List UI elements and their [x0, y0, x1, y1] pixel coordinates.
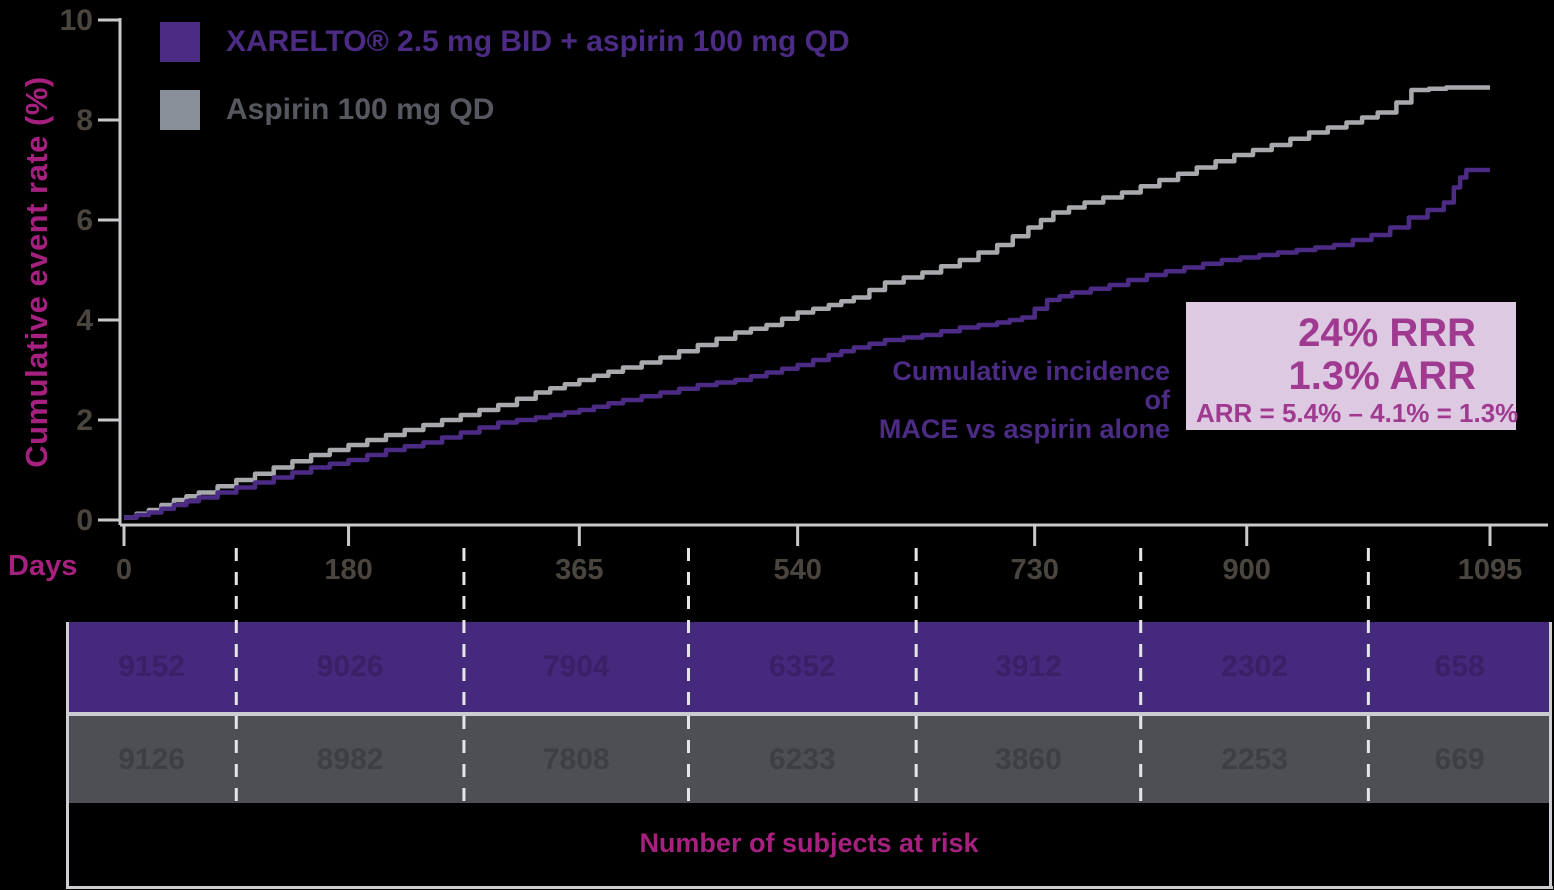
- svg-text:730: 730: [1010, 554, 1058, 586]
- stat-arr: 1.3% ARR: [1288, 354, 1476, 398]
- table-border-bottom: [66, 886, 1553, 889]
- xarelto-color-swatch: [160, 22, 200, 62]
- svg-text:8: 8: [76, 104, 93, 137]
- risk-row-divider: [67, 712, 1551, 716]
- annotation-mace: Cumulative incidence of MACE vs aspirin …: [860, 357, 1170, 444]
- risk-count: 9126: [118, 742, 185, 776]
- legend-label-xarelto: XARELTO® 2.5 mg BID + aspirin 100 mg QD: [226, 25, 850, 58]
- risk-row-xarelto: 9152 9026 7904 6352 3912 2302 658: [67, 622, 1551, 712]
- svg-text:2: 2: [76, 404, 93, 437]
- legend: XARELTO® 2.5 mg BID + aspirin 100 mg QD …: [160, 22, 850, 158]
- y-axis-title: Cumulative event rate (%): [19, 76, 54, 468]
- risk-count: 2253: [1221, 742, 1288, 776]
- svg-text:1095: 1095: [1458, 554, 1523, 586]
- stat-arr-formula: ARR = 5.4% – 4.1% = 1.3%: [1196, 398, 1519, 428]
- legend-label-aspirin: Aspirin 100 mg QD: [226, 93, 495, 126]
- svg-text:6: 6: [76, 204, 93, 237]
- svg-text:10: 10: [60, 4, 93, 37]
- table-border-right: [1549, 622, 1552, 889]
- svg-text:365: 365: [555, 554, 603, 586]
- svg-text:180: 180: [324, 554, 372, 586]
- legend-item-xarelto: XARELTO® 2.5 mg BID + aspirin 100 mg QD: [160, 22, 850, 62]
- stat-rrr: 24% RRR: [1298, 311, 1476, 355]
- risk-count: 9152: [118, 650, 185, 683]
- risk-count: 7808: [542, 742, 610, 776]
- risk-count: 9026: [316, 650, 384, 683]
- svg-text:900: 900: [1223, 554, 1271, 586]
- risk-count: 658: [1434, 650, 1485, 683]
- risk-table-caption: Number of subjects at risk: [639, 828, 979, 858]
- risk-count: 6352: [768, 650, 836, 683]
- svg-text:0: 0: [76, 504, 93, 537]
- x-axis-title: Days: [8, 550, 78, 582]
- stat-box: 24% RRR 1.3% ARR ARR = 5.4% – 4.1% = 1.3…: [1186, 302, 1519, 430]
- annotation-line-1: Cumulative incidence of: [892, 356, 1170, 415]
- risk-row-aspirin: 9126 8982 7808 6233 3860 2253 669: [67, 716, 1551, 803]
- risk-count: 669: [1434, 742, 1485, 776]
- annotation-line-2: MACE vs aspirin alone: [878, 414, 1170, 444]
- risk-count: 7904: [542, 650, 610, 683]
- risk-count: 8982: [316, 742, 384, 776]
- risk-count: 2302: [1221, 650, 1288, 683]
- risk-count: 6233: [768, 742, 836, 776]
- legend-item-aspirin: Aspirin 100 mg QD: [160, 90, 850, 130]
- table-border-left: [66, 622, 69, 889]
- risk-count: 3860: [995, 742, 1062, 776]
- svg-text:0: 0: [116, 554, 132, 586]
- svg-text:540: 540: [773, 554, 821, 586]
- svg-text:4: 4: [76, 304, 93, 337]
- aspirin-color-swatch: [160, 90, 200, 130]
- risk-count: 3912: [995, 650, 1062, 683]
